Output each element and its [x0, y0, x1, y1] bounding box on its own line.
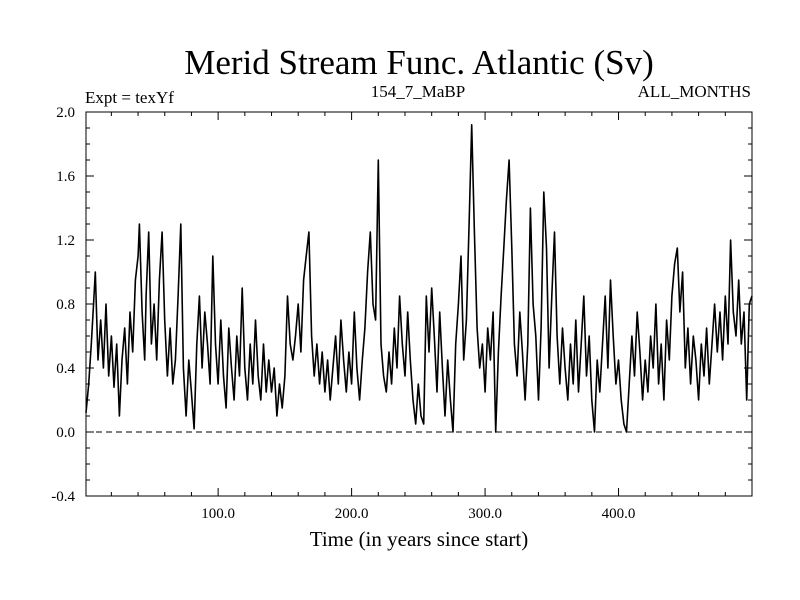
y-tick-label: 1.6: [56, 169, 75, 185]
y-tick-label: -0.4: [51, 489, 75, 505]
y-tick-label: 0.0: [56, 425, 75, 441]
series-line: [85, 124, 753, 433]
plot-frame: [85, 111, 753, 497]
x-tick-label: 300.0: [468, 506, 502, 522]
chart-subtitle-center: 154_7_MaBP: [371, 82, 465, 101]
y-tick-label: 0.4: [56, 361, 75, 377]
y-tick-label: 0.8: [56, 297, 75, 313]
x-tick-label: 400.0: [602, 506, 636, 522]
chart-subtitle-right: ALL_MONTHS: [638, 82, 751, 101]
x-tick-label: 100.0: [201, 506, 235, 522]
x-axis-label: Time (in years since start): [310, 527, 529, 551]
y-tick-label: 2.0: [56, 105, 75, 121]
y-tick-label: 1.2: [56, 233, 75, 249]
x-tick-label: 200.0: [335, 506, 369, 522]
chart-title: Merid Stream Func. Atlantic (Sv): [184, 43, 654, 82]
chart-subtitle-left: Expt = texYf: [85, 88, 174, 107]
